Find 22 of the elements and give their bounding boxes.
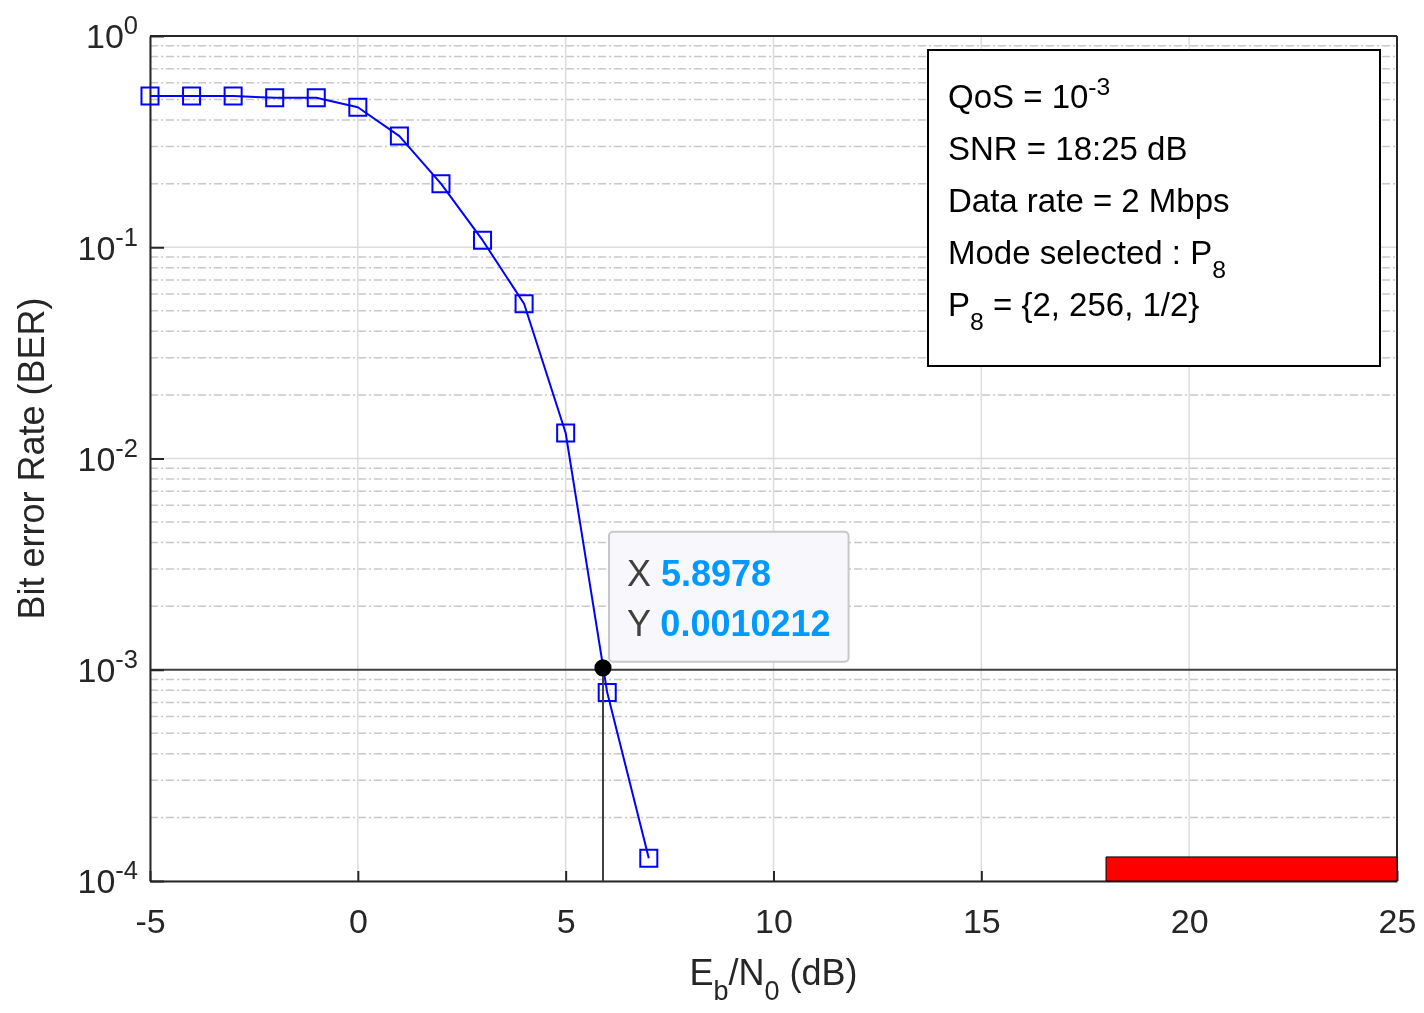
x-tick-label: 0 (348, 902, 368, 940)
y-tick-label: 10$^{0}$ (85, 11, 138, 56)
y-tick-label: 10$^{-4}$ (77, 856, 138, 901)
annotation: Y 0.0010212 (626, 602, 831, 644)
x-tick-label: 15 (962, 902, 1001, 940)
annotation: X 5.8978 (626, 552, 772, 594)
y-tick-label: 10$^{-3}$ (77, 645, 138, 690)
annotation: Mode selected : P$_{8}$ (948, 234, 1226, 283)
annotation: P$_{8}$ = {2, 256, 1/2} (948, 286, 1200, 335)
y-tick-label: 10$^{-2}$ (77, 433, 138, 478)
annotation: SNR = 18:25 dB (948, 130, 1188, 167)
x-axis-title: E$_{b}$/N$_{0}$ (dB) (689, 952, 858, 1006)
x-tick-label: 20 (1170, 902, 1209, 940)
y-tick-label: 10$^{-1}$ (77, 222, 138, 267)
data-tip: X 5.8978 Y 0.0010212 (608, 530, 850, 663)
x-tick-label: 10 (755, 902, 793, 940)
annotation: Data rate = 2 Mbps (948, 182, 1230, 219)
x-tick-label: 5 (556, 902, 576, 940)
x-tick-label: -5 (135, 902, 166, 940)
x-tick-label: 25 (1378, 902, 1417, 940)
y-axis-title: Bit error Rate (BER) (11, 297, 52, 620)
annotation: QoS = 10$^{-3}$ (948, 72, 1111, 115)
